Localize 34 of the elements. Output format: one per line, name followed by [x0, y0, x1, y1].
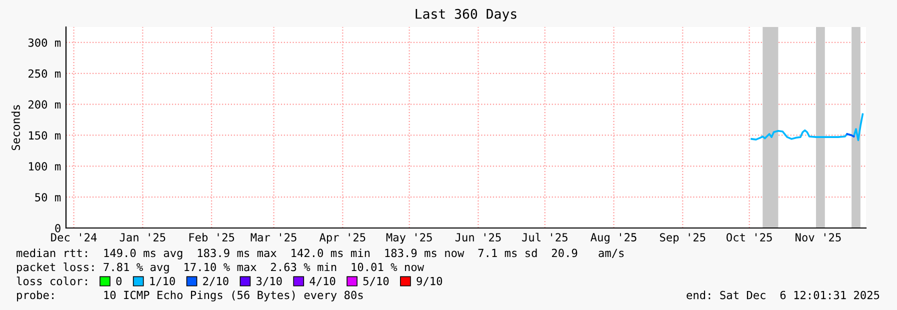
legend-label: 5/10	[363, 276, 389, 286]
x-tick-label: May '25	[386, 233, 432, 244]
legend-label: 4/10	[310, 276, 336, 286]
legend-title: loss color:	[16, 276, 87, 286]
x-tick-label: Feb '25	[189, 232, 234, 242]
y-tick-label: 300 m	[28, 38, 61, 47]
legend-label: 9/10	[416, 276, 442, 286]
line-series	[750, 113, 864, 142]
y-tick-label: 100 m	[29, 162, 61, 171]
text: packet loss: 7.81 % avg 17.10 % max 2.63 % min 10.01 % now	[17, 262, 424, 274]
x-tick-label: Dec '24	[51, 233, 97, 242]
y-tick-label: 250 m	[28, 69, 61, 78]
x-tick-label: Apr '25	[319, 233, 366, 244]
legend-label: 0	[116, 276, 122, 286]
x-tick-label: Sep '25	[660, 233, 706, 244]
x-tick-label: Oct '25	[726, 233, 772, 242]
y-tick-label: 50 m	[35, 193, 61, 202]
x-tick-label: Jan '25	[120, 233, 166, 242]
x-tick-label: Aug '25	[590, 233, 636, 244]
legend-label: 2/10	[203, 276, 228, 286]
y-tick-label: 150 m	[29, 131, 61, 140]
chart-title: Last 360 Days	[416, 8, 516, 22]
text: end: Sat Dec 6 12:01:31 2025	[686, 290, 880, 300]
x-tick-label: Jun '25	[455, 233, 501, 242]
x-tick-label: Jul '25	[522, 232, 568, 242]
y-tick-label: 200 m	[28, 100, 61, 109]
y-tick-label: 0	[55, 224, 60, 232]
y-axis-title: Seconds	[11, 105, 20, 150]
text: probe: 10 ICMP Echo Pings (56 Bytes) every 80s	[17, 290, 363, 302]
text: median rtt: 149.0 ms avg 183.9 ms max 142.0 ms min 183.9 ms now 7.1 ms sd 20.9 am/s	[16, 248, 624, 260]
legend-label: 1/10	[150, 276, 175, 286]
x-tick-label: Mar '25	[250, 233, 296, 242]
legend-label: 3/10	[256, 276, 282, 286]
x-tick-label: Nov '25	[796, 233, 841, 242]
